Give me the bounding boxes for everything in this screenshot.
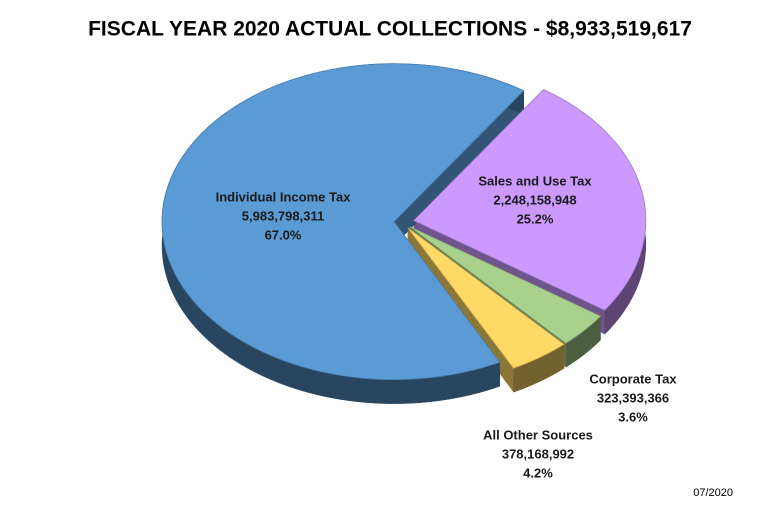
slice-label: Corporate Tax — [589, 371, 677, 386]
slice — [409, 226, 602, 344]
slice-label: Individual Income Tax — [216, 189, 352, 204]
slice-percent-label: 25.2% — [517, 211, 554, 226]
slice-label: Sales and Use Tax — [478, 173, 592, 188]
pie-tops — [161, 63, 647, 381]
slice-percent-label: 4.2% — [523, 465, 553, 480]
slice-value-label: 2,248,158,948 — [493, 192, 576, 207]
slice-label: All Other Sources — [483, 427, 593, 442]
slice-wall — [394, 90, 524, 246]
footnote: 07/2020 — [693, 487, 733, 499]
slice — [413, 89, 647, 311]
slice — [161, 63, 525, 381]
slice-value-label: 378,168,992 — [502, 446, 574, 461]
slice-value-label: 323,393,366 — [597, 390, 669, 405]
slice — [407, 227, 565, 369]
chart-title: FISCAL YEAR 2020 ACTUAL COLLECTIONS - $8… — [88, 18, 692, 41]
slice-percent-label: 67.0% — [265, 227, 302, 242]
slice-value-label: 5,983,798,311 — [242, 208, 324, 223]
slice-percent-label: 3.6% — [618, 409, 648, 424]
